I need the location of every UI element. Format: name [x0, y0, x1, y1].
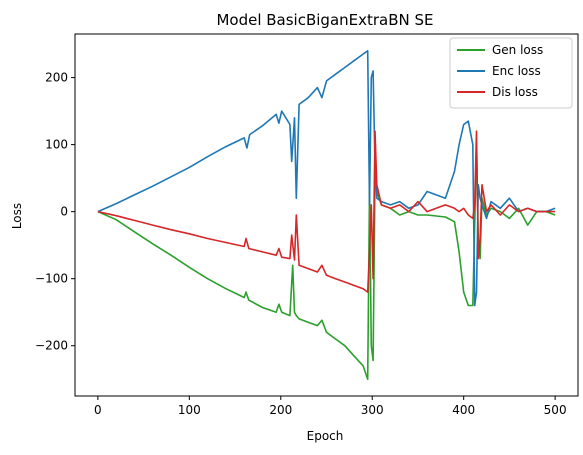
y-axis-ticks: −200 −100 0 100 200	[35, 71, 75, 353]
x-tick-label: 500	[544, 403, 567, 417]
series-line-2	[97, 130, 556, 293]
series-line-0	[97, 143, 556, 380]
x-tick-label: 100	[178, 403, 201, 417]
x-axis-label: Epoch	[307, 429, 344, 443]
x-tick-label: 200	[269, 403, 292, 417]
y-axis-label: Loss	[10, 203, 24, 229]
y-tick-label: 100	[45, 138, 68, 152]
x-axis-ticks: 0 100 200 300 400 500	[94, 396, 567, 417]
legend: Gen loss Enc loss Dis loss	[449, 37, 573, 109]
y-tick-label: −200	[35, 339, 68, 353]
legend-label-2: Dis loss	[492, 85, 538, 99]
x-tick-label: 400	[452, 403, 475, 417]
y-tick-label: 0	[60, 205, 68, 219]
legend-box	[449, 37, 573, 109]
legend-label-1: Enc loss	[492, 64, 541, 78]
chart-title: Model BasicBiganExtraBN SE	[216, 11, 433, 29]
y-tick-label: 200	[45, 71, 68, 85]
x-tick-label: 0	[94, 403, 102, 417]
x-tick-label: 300	[361, 403, 384, 417]
legend-label-0: Gen loss	[492, 43, 543, 57]
y-tick-label: −100	[35, 272, 68, 286]
plot-lines	[97, 50, 556, 380]
plot-frame	[74, 33, 579, 397]
series-line-1	[97, 50, 556, 307]
